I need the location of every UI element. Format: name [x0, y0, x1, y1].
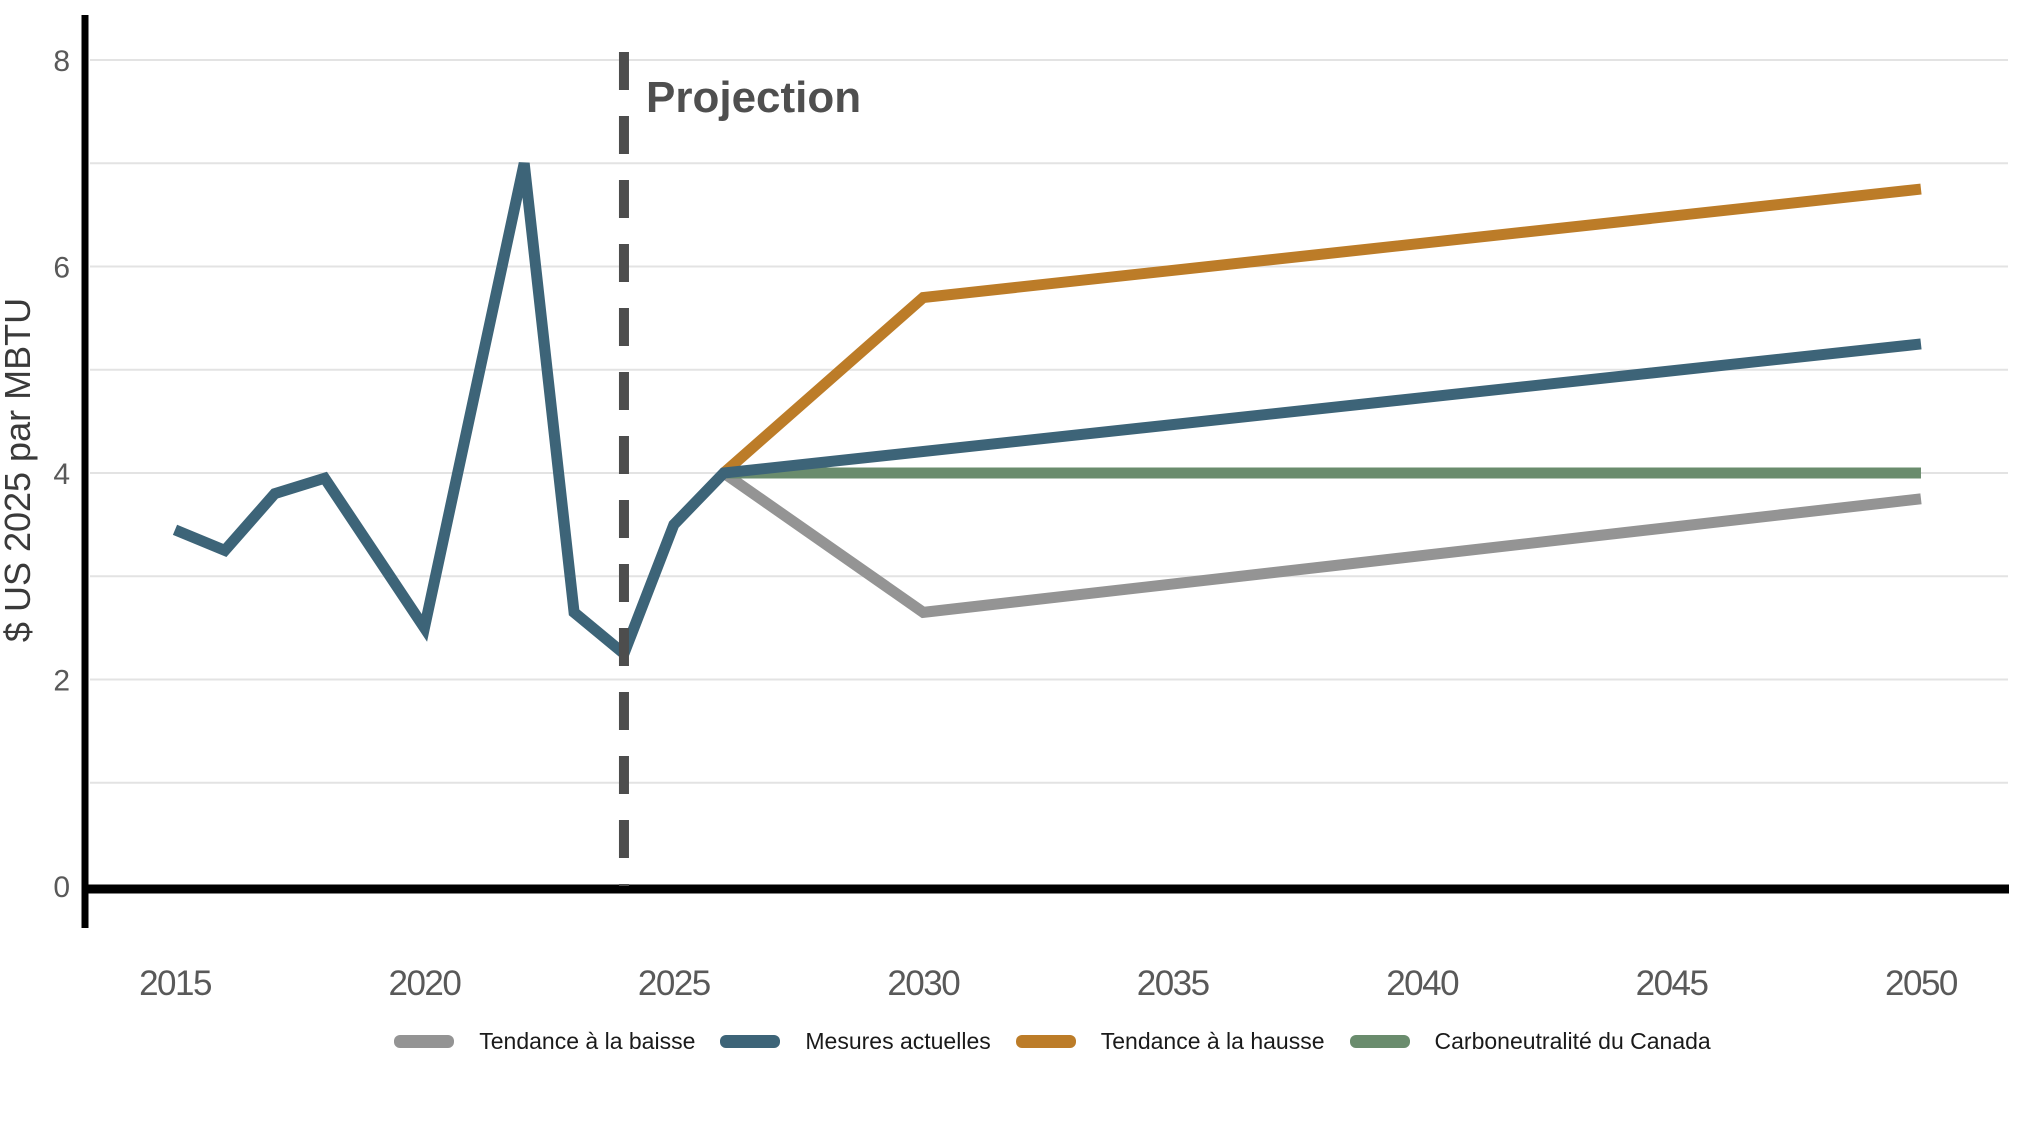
y-tick-label: 4: [53, 458, 70, 491]
x-tick-label: 2020: [388, 964, 461, 1003]
series-line-mesures-actuelles: [172, 162, 1922, 663]
y-axis-title: $ US 2025 par MBTU: [0, 298, 38, 642]
y-tick-label: 6: [53, 252, 70, 285]
gridlines: [90, 59, 2008, 784]
legend-item-tendance-la-baisse: Tendance à la baisse: [394, 1028, 695, 1055]
x-tick-label: 2035: [1137, 964, 1209, 1003]
series-line-tendance-la-hausse: [720, 183, 1922, 478]
legend-swatch: [1349, 1035, 1410, 1048]
y-tick-label: 8: [53, 45, 70, 78]
legend-item-mesures-actuelles: Mesures actuelles: [720, 1028, 991, 1055]
y-tick-label: 2: [53, 665, 70, 698]
axes: [81, 15, 2009, 928]
legend-label: Tendance à la baisse: [479, 1028, 696, 1054]
x-tick-label: 2050: [1885, 964, 1958, 1003]
y-tick-label: 0: [53, 871, 70, 904]
legend-swatch: [720, 1035, 781, 1048]
legend-label: Carboneutralité du Canada: [1434, 1028, 1711, 1054]
legend-swatch: [394, 1035, 455, 1048]
x-tick-label: 2040: [1386, 964, 1459, 1003]
tick-labels: 0 2 4 6 8 2015 2020 2025 2030 2035 2040 2045 2050: [53, 45, 1959, 1003]
legend-item-tendance-la-hausse: Tendance à la hausse: [1015, 1028, 1325, 1055]
x-tick-label: 2030: [887, 964, 960, 1003]
series-lines: [172, 162, 1922, 663]
x-tick-label: 2025: [638, 964, 710, 1003]
legend-item-carboneutralit-du-canada: Carboneutralité du Canada: [1349, 1028, 1711, 1055]
legend-swatch: [1015, 1035, 1076, 1048]
x-tick-label: 2045: [1636, 964, 1708, 1003]
projection-label: Projection: [646, 73, 861, 122]
legend-label: Mesures actuelles: [805, 1028, 991, 1054]
legend-label: Tendance à la hausse: [1100, 1028, 1325, 1054]
x-tick-label: 2015: [139, 964, 211, 1003]
series-line-tendance-la-baisse: [720, 468, 1922, 619]
legend: Tendance à la baisse Mesures actuelles Ten…: [40, 1028, 2025, 1055]
